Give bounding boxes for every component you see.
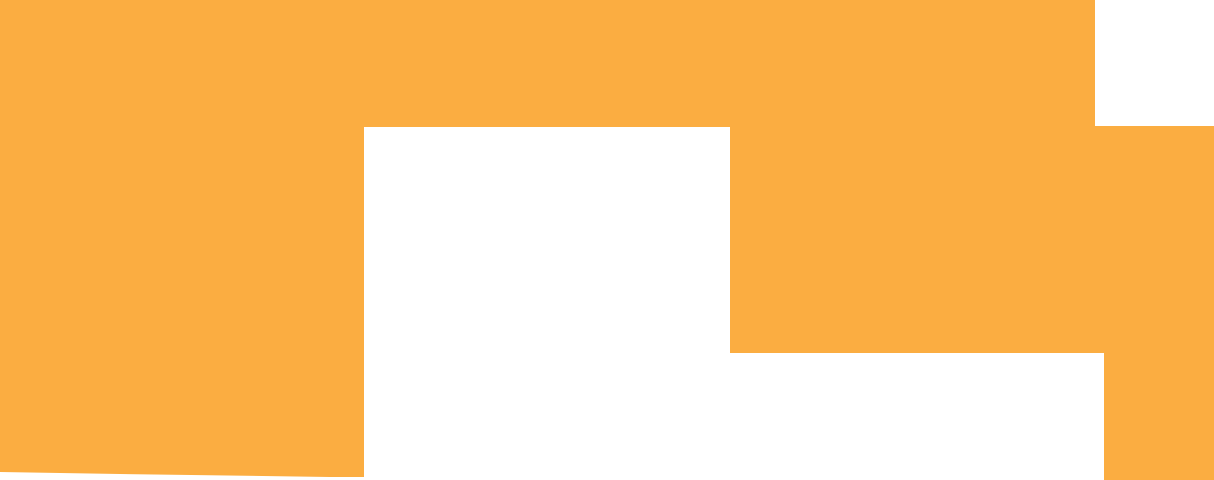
shape-canvas-svg	[0, 0, 1214, 480]
orange-silhouette-path	[0, 0, 1214, 480]
image-canvas: Orange blocky silhouette Abstract steppe…	[0, 0, 1214, 480]
